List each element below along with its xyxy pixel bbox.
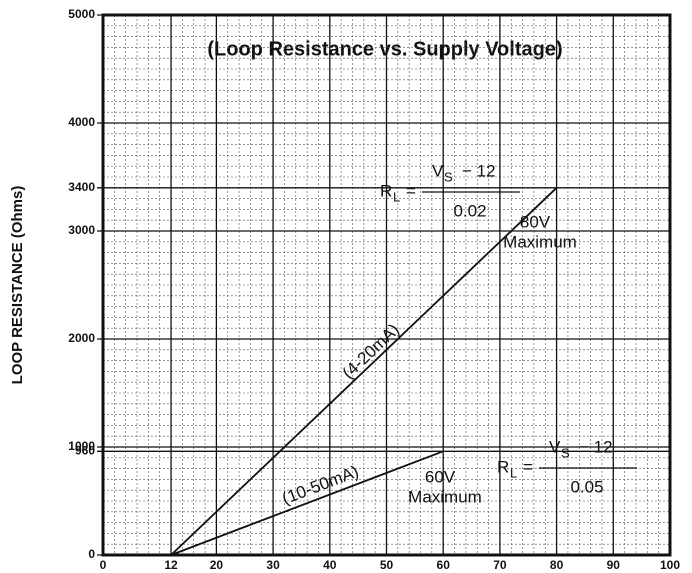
plot-frame <box>101 13 672 557</box>
data-line <box>170 187 558 556</box>
formula: S <box>561 445 570 460</box>
y-tick-label: 5000 <box>68 7 95 21</box>
annotation: 80V <box>520 212 551 231</box>
x-tick-label: 100 <box>660 558 680 572</box>
x-tick-label: 20 <box>210 558 224 572</box>
x-tick-label: 12 <box>164 558 178 572</box>
formula: − 12 <box>579 437 613 456</box>
annotation: Maximum <box>408 487 482 506</box>
formula: L <box>510 465 517 480</box>
chart-title: (Loop Resistance vs. Supply Voltage) <box>207 38 562 60</box>
y-tick-label: 4000 <box>68 115 95 129</box>
x-tick-label: 80 <box>550 558 564 572</box>
formula: − 12 <box>462 161 496 180</box>
formula: 0.05 <box>570 477 603 496</box>
x-tick-label: 40 <box>323 558 337 572</box>
x-tick-label: 30 <box>266 558 280 572</box>
y-tick-label: 3400 <box>68 180 95 194</box>
y-tick-label: 0 <box>88 547 95 561</box>
data-line <box>170 450 444 556</box>
equals: = <box>523 457 533 476</box>
formula: R <box>380 181 392 200</box>
y-tick-label: 960 <box>75 443 95 457</box>
y-axis-label: LOOP RESISTANCE (Ohms) <box>9 186 26 385</box>
formula: V <box>549 437 561 456</box>
y-tick-label: 3000 <box>68 223 95 237</box>
annotation: Maximum <box>503 232 577 251</box>
x-tick-label: 90 <box>607 558 621 572</box>
formula: S <box>444 169 453 184</box>
equals: = <box>406 181 416 200</box>
y-tick-label: 2000 <box>68 331 95 345</box>
x-tick-label: 50 <box>380 558 394 572</box>
formula: V <box>432 161 444 180</box>
y-tick-label: 1000 <box>68 439 95 453</box>
formula: R <box>497 457 509 476</box>
formula: L <box>393 189 400 204</box>
formula: 0.02 <box>453 201 486 220</box>
annotation: 60V <box>425 467 456 486</box>
x-tick-label: 0 <box>100 558 107 572</box>
series-label: (4-20mA) <box>339 320 403 383</box>
x-tick-label: 70 <box>493 558 507 572</box>
x-tick-label: 60 <box>437 558 451 572</box>
